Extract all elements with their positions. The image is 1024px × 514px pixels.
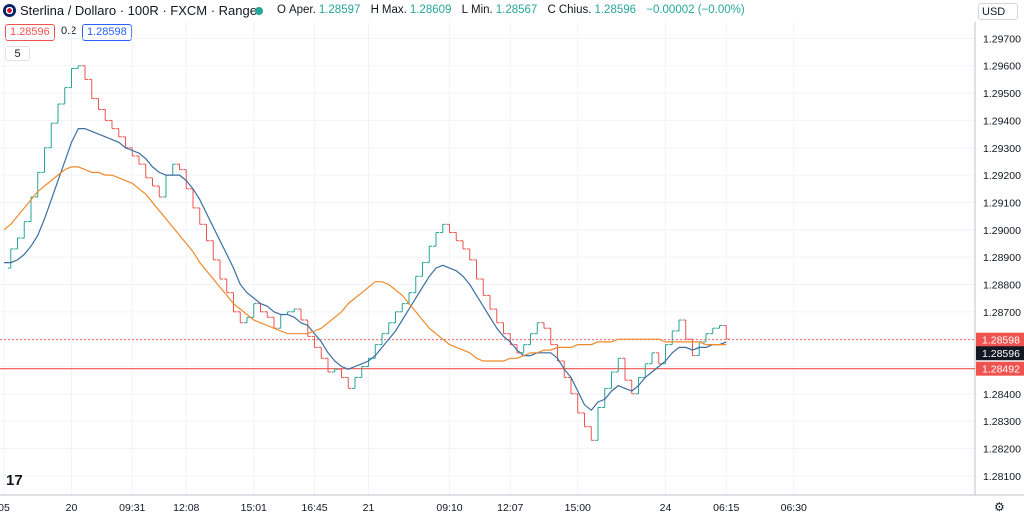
indicators-count: 5 xyxy=(14,48,21,60)
x-tick-label: 15:00 xyxy=(565,502,591,514)
y-tick-label: 1.29200 xyxy=(983,170,1021,182)
y-tick-label: 1.28100 xyxy=(983,471,1021,483)
change-value: −0.00002 (−0.00%) xyxy=(646,4,745,16)
y-tick-label: 1.28900 xyxy=(983,252,1021,264)
y-tick-label: 1.28800 xyxy=(983,279,1021,291)
x-tick-label: 06:15 xyxy=(713,502,739,514)
y-tick-label: 1.28200 xyxy=(983,444,1021,456)
high-label: Max. xyxy=(381,4,407,16)
currency-selector[interactable]: USD xyxy=(978,3,1018,20)
fast-moving-average-line xyxy=(4,128,727,412)
price-label: 1.28598 xyxy=(982,335,1020,347)
symbol-title[interactable]: Sterlina / Dollaro · 100R · FXCM · Range xyxy=(20,3,257,18)
settings-icon[interactable]: ⚙ xyxy=(994,500,1005,514)
y-tick-label: 1.28400 xyxy=(983,389,1021,401)
indicators-toggle[interactable]: 5 xyxy=(5,46,30,61)
y-tick-label: 1.29500 xyxy=(983,88,1021,100)
market-status-dot xyxy=(255,7,263,15)
tradingview-logo: 17 xyxy=(6,472,23,489)
open-value: 1.28597 xyxy=(318,4,361,16)
close-value: 1.28596 xyxy=(594,4,637,16)
open-label: Aper. xyxy=(288,4,316,16)
price-label-box xyxy=(976,361,1024,376)
gbp-flag-icon xyxy=(3,4,16,17)
x-tick-label: 16:45 xyxy=(301,502,327,514)
x-tick-label: 09:31 xyxy=(119,502,145,514)
x-tick-label: 05 xyxy=(0,502,10,514)
open-key: O xyxy=(277,4,286,16)
price-label-box xyxy=(976,332,1024,347)
y-tick-label: 1.29000 xyxy=(983,225,1021,237)
x-tick-label: 15:01 xyxy=(241,502,267,514)
bid-button[interactable]: 1.28596 xyxy=(5,24,55,41)
y-tick-label: 1.28300 xyxy=(983,416,1021,428)
y-tick-label: 1.29700 xyxy=(983,33,1021,45)
price-label-box xyxy=(976,346,1024,361)
y-tick-label: 1.29300 xyxy=(983,143,1021,155)
x-tick-label: 06:30 xyxy=(781,502,807,514)
high-key: H xyxy=(370,4,379,16)
x-tick-label: 21 xyxy=(363,502,375,514)
high-value: 1.28609 xyxy=(409,4,452,16)
x-tick-label: 20 xyxy=(66,502,78,514)
x-tick-label: 09:10 xyxy=(436,502,462,514)
low-value: 1.28567 xyxy=(495,4,538,16)
low-key: L xyxy=(461,4,469,16)
price-label: 1.28492 xyxy=(982,364,1020,376)
x-tick-label: 12:07 xyxy=(497,502,523,514)
spread-value: 0.2 xyxy=(61,25,77,37)
ask-button[interactable]: 1.28598 xyxy=(82,24,132,41)
y-tick-label: 1.29600 xyxy=(983,61,1021,73)
ohlc-readout: O Aper. 1.28597 H Max. 1.28609 L Min. 1.28567 … xyxy=(277,4,752,16)
y-tick-label: 1.29400 xyxy=(983,115,1021,127)
low-label: Min. xyxy=(471,4,493,16)
y-tick-label: 1.29100 xyxy=(983,197,1021,209)
chart-header: Sterlina / Dollaro · 100R · FXCM · Range… xyxy=(0,0,1018,22)
y-tick-label: 1.28700 xyxy=(983,307,1021,319)
x-tick-label: 24 xyxy=(660,502,672,514)
slow-moving-average-line xyxy=(3,166,727,362)
close-label: Chius. xyxy=(558,4,592,16)
price-label: 1.28596 xyxy=(982,348,1020,360)
close-key: C xyxy=(547,4,556,16)
x-tick-label: 12:08 xyxy=(173,502,199,514)
